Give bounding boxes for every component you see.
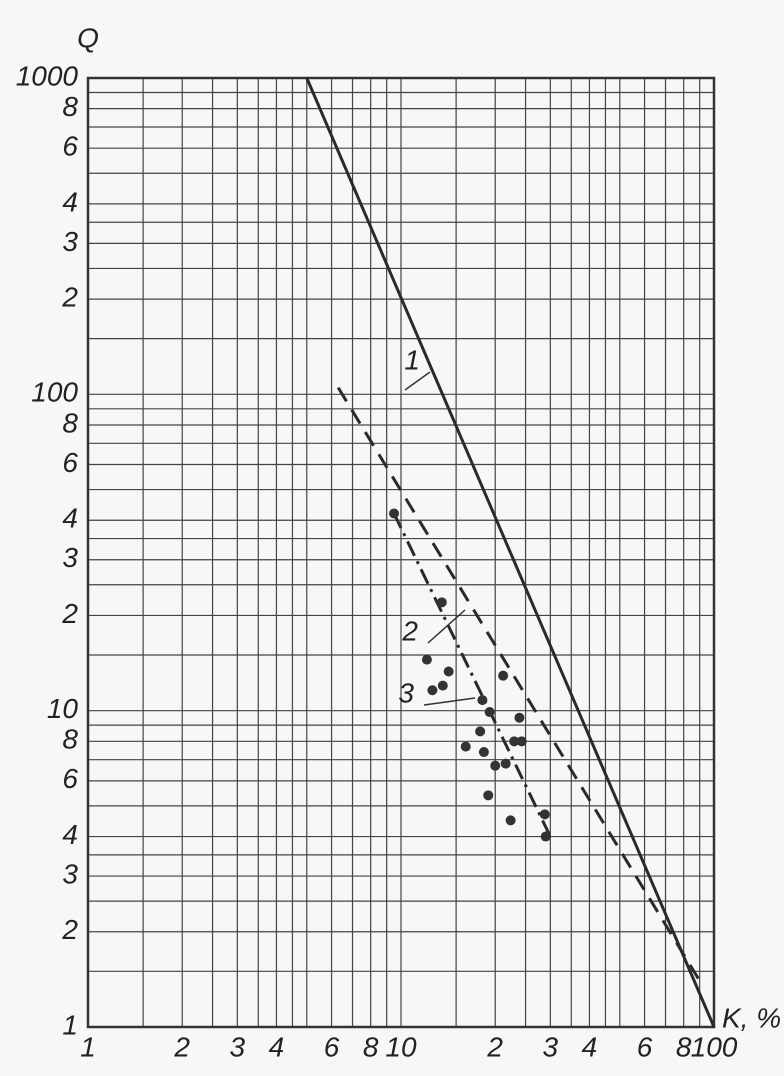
point	[389, 508, 400, 519]
point	[421, 654, 432, 665]
line	[305, 77, 716, 1028]
x-tick-label: 6	[324, 1031, 340, 1062]
y-tick-label: 3	[62, 226, 78, 257]
point	[477, 695, 488, 706]
point	[478, 747, 489, 758]
y-tick-label: 3	[62, 858, 78, 889]
x-tick-label: 100	[691, 1031, 738, 1062]
x-tick-label: 8	[676, 1031, 692, 1062]
leader-line	[423, 697, 476, 706]
y-tick-label: 3	[62, 542, 78, 573]
x-tick-label: 6	[637, 1031, 653, 1062]
x-axis-label: K, %	[722, 1002, 781, 1033]
y-tick-label: 1	[62, 1009, 78, 1040]
series-label: 1	[404, 344, 420, 375]
point	[498, 670, 509, 681]
leader-line	[404, 371, 431, 391]
y-tick-label: 8	[62, 91, 78, 122]
x-tick-label: 3	[230, 1031, 246, 1062]
point	[437, 680, 448, 691]
point	[490, 760, 501, 771]
point	[509, 736, 520, 747]
x-tick-label: 3	[543, 1031, 559, 1062]
point	[427, 685, 438, 696]
x-tick-label: 4	[269, 1031, 285, 1062]
leader-line	[427, 609, 466, 644]
y-tick-label: 2	[61, 914, 78, 945]
y-tick-label: 4	[62, 186, 78, 217]
y-tick-label: 2	[61, 598, 78, 629]
point	[436, 597, 447, 608]
point	[516, 736, 527, 747]
x-tick-label: 1	[80, 1031, 96, 1062]
y-tick-label: 4	[62, 819, 78, 850]
x-tick-label: 8	[363, 1031, 379, 1062]
point	[475, 726, 486, 737]
x-tick-label: 10	[385, 1031, 417, 1062]
x-tick-label: 4	[582, 1031, 598, 1062]
y-tick-label: 1000	[16, 60, 79, 91]
point	[484, 707, 495, 718]
plot-frame	[86, 76, 716, 1029]
y-tick-label: 6	[62, 447, 78, 478]
point	[514, 712, 525, 723]
point	[483, 790, 494, 801]
line	[392, 512, 552, 838]
point	[540, 831, 551, 842]
point	[539, 809, 550, 820]
line	[336, 386, 701, 982]
y-tick-label: 6	[62, 763, 78, 794]
y-tick-label: 6	[62, 131, 78, 162]
series-label: 3	[398, 677, 414, 708]
y-axis-label: Q	[77, 22, 99, 53]
x-tick-label: 2	[486, 1031, 503, 1062]
series-label: 2	[401, 615, 418, 646]
y-tick-label: 4	[62, 503, 78, 534]
y-tick-label: 100	[31, 377, 78, 408]
point	[500, 758, 511, 769]
point	[505, 815, 516, 826]
point	[443, 666, 454, 677]
y-tick-label: 8	[62, 407, 78, 438]
point	[460, 741, 471, 752]
x-tick-label: 2	[173, 1031, 190, 1062]
y-tick-label: 2	[61, 281, 78, 312]
y-tick-label: 8	[62, 724, 78, 755]
y-tick-label: 10	[47, 693, 79, 724]
